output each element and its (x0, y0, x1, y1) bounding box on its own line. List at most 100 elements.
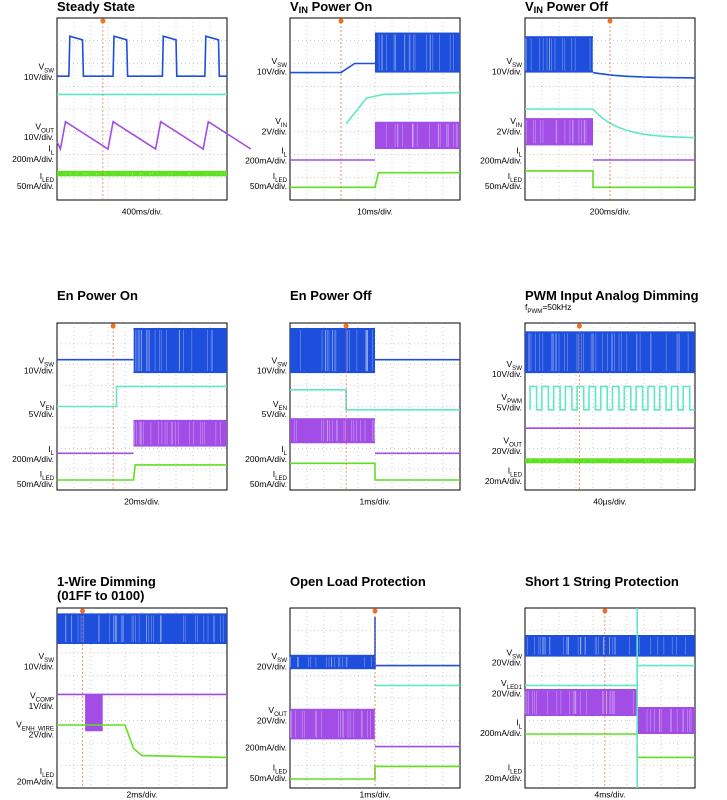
channel-scale: 50mA/div. (17, 479, 54, 489)
text-part: Short 1 String Protection (525, 574, 679, 589)
channel-scale: 5V/div. (497, 402, 522, 412)
panel-subtitle: (01FF to 0100) (57, 588, 144, 603)
subscript: SW (277, 62, 287, 69)
channel-scale: 10V/div. (24, 661, 54, 671)
panel-title: 1-Wire Dimming (57, 574, 156, 589)
switching-band (57, 613, 227, 644)
channel-scale: 200mA/div. (12, 454, 54, 464)
panel-title: VIN Power On (290, 0, 372, 15)
channel-name: ILED (40, 766, 55, 778)
channel-scale: 50mA/div. (485, 181, 522, 191)
text-part: Power Off (543, 0, 609, 14)
trigger-marker (607, 18, 613, 24)
channel-name: VLED1 (501, 678, 523, 690)
channel-scale: 200mA/div. (245, 156, 287, 166)
subscript: L (51, 149, 55, 156)
trigger-marker (338, 18, 344, 24)
channel-scale: 20V/div. (492, 446, 522, 456)
text-part: V (503, 436, 509, 446)
text-part: I (516, 146, 518, 156)
channel-name: VSW (271, 356, 287, 368)
subscript: LED (510, 768, 522, 775)
timebase: 10ms/div. (357, 206, 393, 216)
subscript: IN (534, 5, 544, 15)
channel-name: IL (516, 146, 522, 158)
text-part: I (40, 171, 42, 181)
channel-scale: 200mA/div. (480, 156, 522, 166)
subscript: IN (281, 122, 287, 129)
timebase: 1ms/div. (359, 789, 390, 799)
text-part: V (273, 399, 279, 409)
timebase: 40µs/div. (593, 496, 627, 506)
channel-name: VOUT (35, 122, 54, 134)
subscript: SW (512, 62, 522, 69)
channel-scale: 20V/div. (257, 661, 287, 671)
channel-name: VIN (510, 116, 522, 128)
channel-scale: 10V/div. (24, 132, 54, 142)
trace (525, 108, 696, 139)
subscript: EN (46, 404, 55, 411)
text-part: V (510, 116, 516, 126)
subscript: SW (277, 361, 287, 368)
channel-scale: 20mA/div. (485, 773, 522, 783)
trigger-marker (100, 18, 106, 24)
text-part: I (273, 763, 275, 773)
subscript: SW (44, 361, 54, 368)
subscript: LED (510, 471, 522, 478)
text-part: V (16, 720, 22, 730)
text-part: V (275, 116, 281, 126)
subscript: SW (44, 67, 54, 74)
channel-name: VSW (38, 651, 54, 663)
subscript: COMP (36, 696, 54, 703)
channel-scale: 200mA/div. (480, 728, 522, 738)
text-part: V (35, 122, 41, 132)
channel-scale: 20V/div. (492, 658, 522, 668)
channel-scale: 20V/div. (257, 715, 287, 725)
text-part: V (271, 651, 277, 661)
text-part: I (48, 444, 50, 454)
switching-band (375, 121, 460, 150)
text-part: V (38, 651, 44, 661)
panel-title: VIN Power Off (525, 0, 609, 15)
text-part: Power On (308, 0, 372, 14)
subscript: IN (299, 5, 309, 15)
channel-scale: 1V/div. (29, 701, 54, 711)
text-part: V (506, 359, 512, 369)
text-part: V (506, 56, 512, 66)
text-part: V (501, 678, 507, 688)
panel-title: Open Load Protection (290, 574, 426, 589)
trace (57, 385, 227, 408)
trace (57, 693, 227, 732)
trace (345, 91, 461, 125)
text-part: I (273, 469, 275, 479)
text-part: V (525, 0, 534, 14)
text-part: PWM Input Analog Dimming (525, 288, 699, 303)
subscript: SW (277, 657, 287, 664)
text-part: (01FF to 0100) (57, 588, 144, 603)
switching-band (133, 328, 227, 374)
timebase: 200ms/div. (590, 206, 630, 216)
channel-name: VEN (40, 399, 54, 411)
channel-scale: 10V/div. (24, 72, 54, 82)
channel-name: ILED (508, 763, 523, 775)
trace (57, 464, 227, 481)
switching-band (525, 635, 695, 657)
timebase: 2ms/div. (126, 789, 157, 799)
channel-name: VSW (506, 56, 522, 68)
subscript: LED (42, 475, 54, 482)
switching-band (375, 32, 460, 73)
subscript: PWM (507, 398, 522, 405)
subscript: LED (275, 475, 287, 482)
text-part: I (40, 766, 42, 776)
text-part: En Power On (57, 288, 138, 303)
subscript: SW (512, 364, 522, 371)
channel-name: VSW (506, 648, 522, 660)
trace (525, 170, 695, 189)
channel-scale: 200mA/div. (245, 743, 287, 753)
channel-scale: 200mA/div. (245, 454, 287, 464)
text-part: V (271, 56, 277, 66)
switching-band (525, 118, 593, 146)
channel-name: IL (48, 444, 54, 456)
text-part: En Power Off (290, 288, 372, 303)
